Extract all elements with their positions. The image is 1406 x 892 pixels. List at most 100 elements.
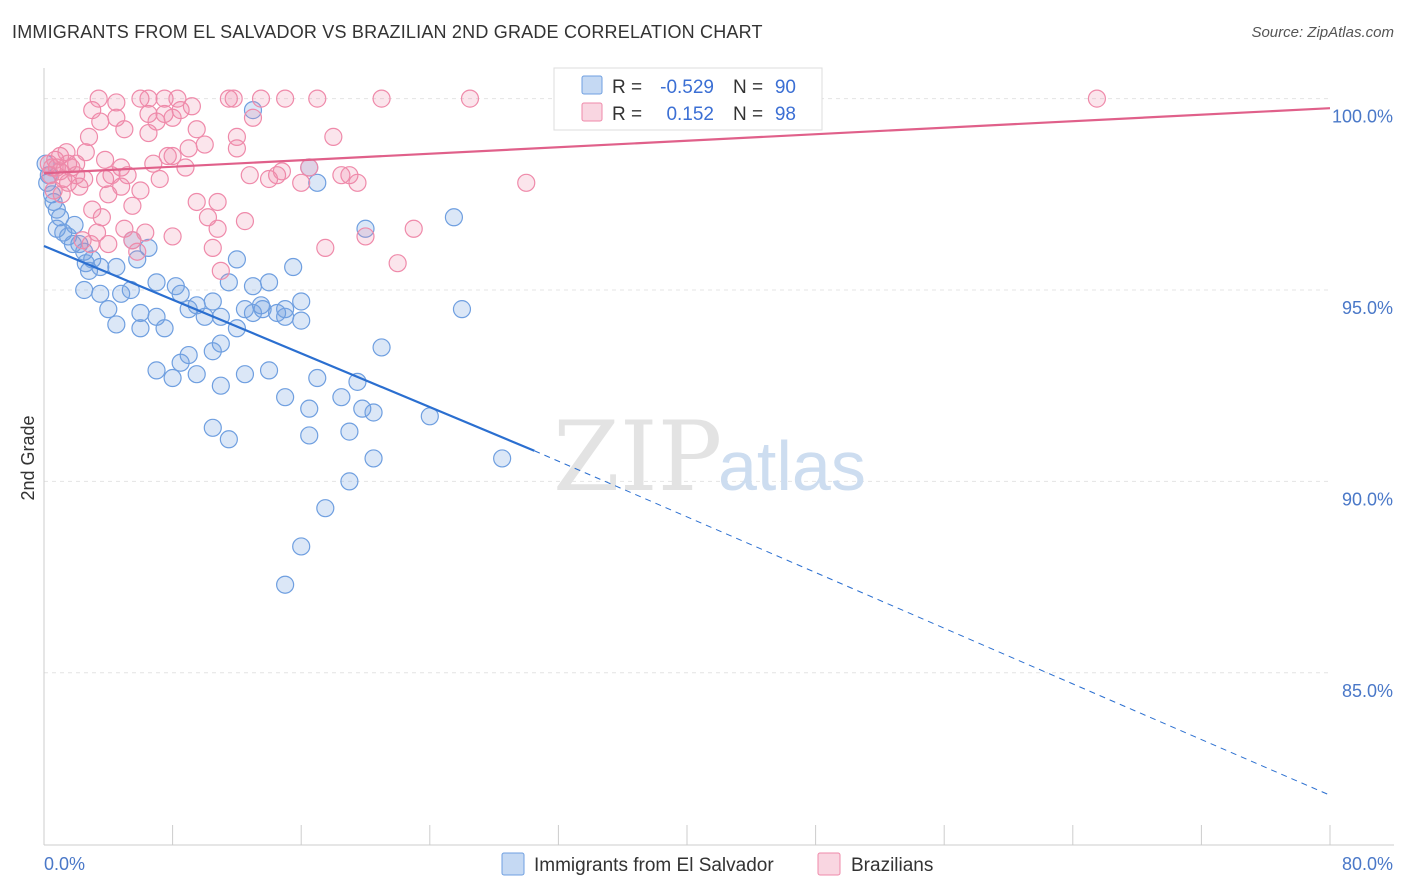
point-brazilians — [144, 154, 163, 173]
point-brazilians — [107, 93, 126, 112]
point-brazilians — [163, 227, 182, 246]
trend-line-el-salvador-projection — [534, 450, 1331, 796]
point-brazilians — [79, 127, 99, 146]
point-el-salvador — [308, 368, 327, 388]
point-el-salvador — [155, 319, 174, 338]
point-brazilians — [83, 200, 102, 219]
point-brazilians — [158, 146, 177, 166]
point-brazilians — [163, 108, 182, 127]
point-brazilians — [308, 89, 327, 108]
point-el-salvador — [444, 208, 464, 227]
point-el-salvador — [353, 399, 372, 418]
point-brazilians — [150, 169, 169, 189]
point-el-salvador — [91, 284, 110, 303]
legend-n-value-1: 90 — [775, 77, 796, 98]
point-el-salvador — [372, 338, 391, 357]
point-brazilians — [316, 238, 335, 257]
point-brazilians — [372, 89, 391, 108]
point-el-salvador — [147, 361, 166, 380]
legend-n-value-2: 98 — [775, 104, 796, 125]
point-el-salvador — [131, 303, 150, 323]
point-brazilians — [95, 150, 115, 169]
point-brazilians — [224, 89, 243, 108]
y-axis-title: 2nd Grade — [18, 415, 38, 500]
point-brazilians — [123, 196, 142, 215]
y-tick-label: 95.0% — [1342, 298, 1393, 318]
watermark: ZIP atlas — [553, 401, 866, 513]
point-brazilians — [292, 173, 311, 192]
point-brazilians — [118, 166, 137, 185]
point-el-salvador — [203, 292, 222, 311]
point-el-salvador — [107, 315, 126, 334]
point-brazilians — [163, 146, 182, 166]
point-el-salvador — [292, 292, 311, 311]
point-el-salvador — [112, 284, 131, 303]
point-el-salvador — [243, 277, 263, 296]
legend-n-label-1: N = — [733, 77, 763, 98]
point-brazilians — [136, 223, 155, 242]
point-brazilians — [235, 212, 255, 231]
x-tick-label-end: 80.0% — [1342, 854, 1393, 874]
point-brazilians — [1087, 89, 1107, 108]
point-el-salvador — [219, 430, 238, 449]
point-brazilians — [187, 120, 206, 139]
legend-r-value-2: 0.152 — [666, 104, 714, 125]
point-el-salvador — [308, 173, 327, 192]
bottom-legend-label-pink: Brazilians — [851, 855, 933, 876]
point-el-salvador — [65, 215, 84, 235]
point-brazilians — [276, 89, 295, 108]
point-brazilians — [57, 143, 76, 162]
legend-r-label-2: R = — [612, 104, 642, 125]
point-brazilians — [155, 89, 174, 108]
point-el-salvador — [364, 403, 383, 422]
point-brazilians — [195, 135, 214, 154]
point-brazilians — [388, 254, 407, 273]
point-brazilians — [139, 89, 158, 108]
source-credit: Source: ZipAtlas.com — [1251, 24, 1394, 41]
bottom-legend-label-blue: Immigrants from El Salvador — [534, 855, 774, 876]
point-el-salvador — [253, 300, 272, 319]
trend-lines — [43, 107, 1331, 796]
point-brazilians — [517, 173, 536, 192]
point-brazilians — [62, 158, 81, 177]
point-brazilians — [52, 185, 71, 204]
point-el-salvador — [276, 300, 295, 319]
point-brazilians — [219, 89, 238, 108]
point-brazilians — [76, 143, 95, 162]
point-brazilians — [211, 261, 230, 280]
trend-line-brazilians — [43, 107, 1331, 175]
point-brazilians — [99, 234, 118, 254]
legend-n-label-2: N = — [733, 104, 763, 125]
point-brazilians — [182, 97, 201, 116]
trend-line-el-salvador — [43, 244, 535, 452]
point-brazilians — [89, 89, 108, 108]
point-brazilians — [128, 242, 147, 261]
point-el-salvador — [50, 208, 70, 227]
point-el-salvador — [147, 273, 166, 292]
point-el-salvador — [332, 388, 351, 407]
point-el-salvador — [364, 449, 383, 468]
point-brazilians — [404, 219, 423, 238]
y-tick-label: 100.0% — [1332, 107, 1393, 127]
point-el-salvador — [259, 273, 279, 292]
bottom-legend-swatch-pink — [817, 852, 841, 876]
chart-title: IMMIGRANTS FROM EL SALVADOR VS BRAZILIAN… — [12, 22, 763, 42]
tick-labels: 85.0% 90.0% 95.0% 100.0% 0.0% 80.0% — [44, 107, 1393, 874]
point-brazilians — [203, 238, 222, 257]
point-el-salvador — [235, 365, 255, 384]
point-el-salvador — [292, 311, 311, 330]
point-brazilians — [168, 89, 187, 108]
point-el-salvador — [292, 537, 311, 556]
point-brazilians — [176, 158, 195, 177]
point-el-salvador — [259, 361, 279, 380]
point-brazilians — [356, 227, 375, 246]
bottom-legend: Immigrants from El Salvador Brazilians — [501, 852, 933, 876]
point-brazilians — [131, 181, 150, 200]
point-el-salvador — [187, 365, 206, 384]
point-el-salvador — [203, 342, 222, 361]
point-el-salvador — [131, 319, 150, 338]
bottom-legend-swatch-blue — [501, 852, 525, 876]
point-brazilians — [92, 208, 111, 227]
point-el-salvador — [276, 575, 295, 594]
point-el-salvador — [139, 238, 158, 257]
